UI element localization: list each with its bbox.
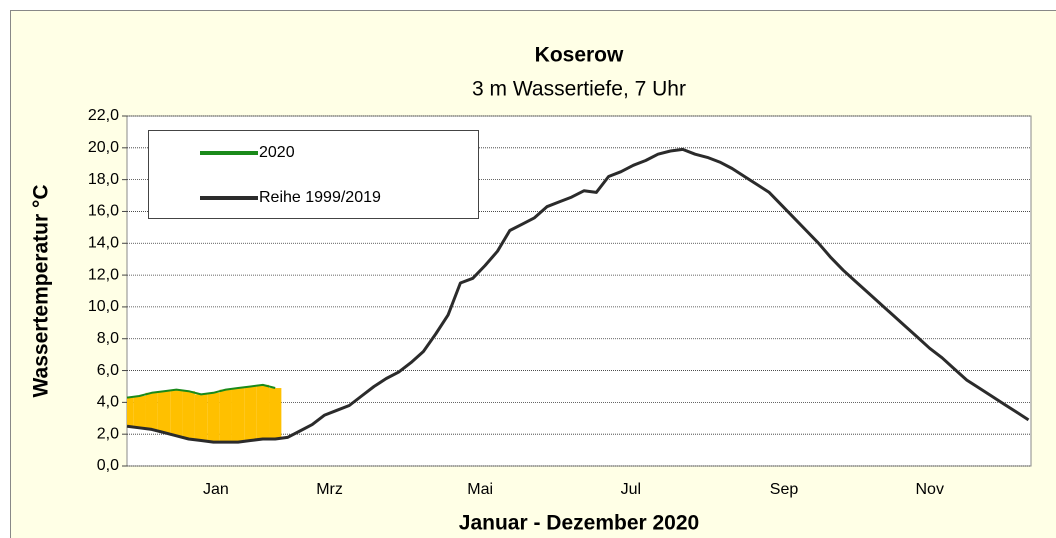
x-tick-label: Nov — [916, 481, 944, 498]
y-tick-label: 16,0 — [88, 203, 119, 220]
legend-label: Reihe 1999/2019 — [259, 189, 381, 206]
y-tick-label: 4,0 — [97, 394, 119, 411]
y-tick-label: 0,0 — [97, 457, 119, 474]
chart-title: Koserow — [535, 44, 624, 67]
chart-subtitle: 3 m Wassertiefe, 7 Uhr — [472, 78, 686, 101]
y-axis-title: Wassertemperatur °C — [30, 184, 53, 397]
series-line — [126, 383, 276, 399]
x-tick-label: Sep — [770, 481, 799, 498]
fill-band — [244, 386, 257, 441]
fill-band — [219, 389, 232, 443]
x-axis-title: Januar - Dezember 2020 — [459, 512, 699, 535]
y-tick-label: 18,0 — [88, 171, 119, 188]
series-line — [126, 147, 1030, 444]
y-tick-label: 14,0 — [88, 234, 119, 251]
fill-band — [207, 392, 220, 443]
y-tick-label: 12,0 — [88, 266, 119, 283]
y-tick-label: 2,0 — [97, 425, 119, 442]
fill-band — [182, 391, 195, 439]
fill-band — [269, 388, 282, 439]
x-tick-label: Jan — [203, 481, 229, 498]
fill-band — [145, 392, 158, 430]
fill-band — [231, 388, 245, 443]
fill-band — [170, 389, 183, 436]
legend-label: 2020 — [259, 144, 295, 161]
fill-band — [127, 397, 134, 427]
fill-band — [256, 384, 270, 439]
x-tick-label: Mai — [467, 481, 493, 498]
x-tick-label: Jul — [621, 481, 641, 498]
fill-band — [194, 394, 208, 441]
x-tick-label: Mrz — [316, 481, 343, 498]
y-tick-label: 6,0 — [97, 362, 119, 379]
y-tick-label: 20,0 — [88, 139, 119, 156]
fill-band — [157, 391, 171, 433]
y-tick-label: 8,0 — [97, 330, 119, 347]
fill-band — [133, 396, 146, 428]
y-tick-label: 10,0 — [88, 298, 119, 315]
y-tick-label: 22,0 — [88, 107, 119, 124]
legend-box — [148, 130, 479, 219]
